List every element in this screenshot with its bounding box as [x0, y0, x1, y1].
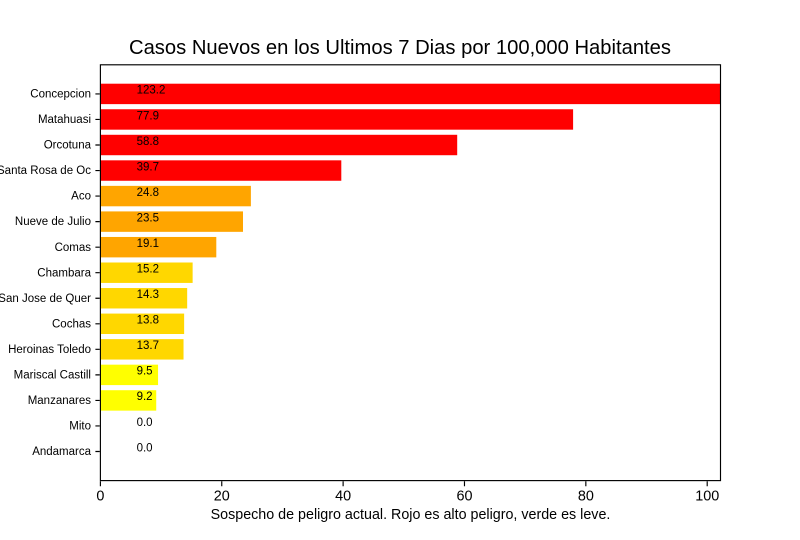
svg-text:Andamarca: Andamarca — [32, 446, 91, 458]
svg-text:39.7: 39.7 — [137, 161, 159, 173]
svg-text:9.5: 9.5 — [137, 366, 153, 378]
svg-text:Comas: Comas — [55, 242, 92, 254]
svg-text:Casos Nuevos en los Ultimos 7: Casos Nuevos en los Ultimos 7 Dias por 1… — [129, 37, 671, 59]
svg-text:Mariscal Castill: Mariscal Castill — [14, 369, 91, 381]
svg-text:Heroinas Toledo: Heroinas Toledo — [8, 344, 91, 356]
svg-text:Cochas: Cochas — [52, 318, 91, 330]
svg-text:Matahuasi: Matahuasi — [38, 114, 91, 126]
svg-text:Orcotuna: Orcotuna — [44, 140, 92, 152]
svg-text:24.8: 24.8 — [137, 187, 159, 199]
svg-text:Sospecho de peligro actual. Ro: Sospecho de peligro actual. Rojo es alto… — [211, 507, 611, 523]
svg-text:Chambara: Chambara — [37, 267, 91, 279]
svg-text:Santa Rosa de Oc: Santa Rosa de Oc — [0, 165, 91, 177]
svg-text:60: 60 — [456, 489, 472, 505]
svg-text:13.8: 13.8 — [137, 315, 159, 327]
svg-text:123.2: 123.2 — [137, 85, 166, 97]
svg-text:40: 40 — [335, 489, 351, 505]
svg-text:Concepcion: Concepcion — [30, 89, 91, 101]
svg-text:15.2: 15.2 — [137, 264, 159, 276]
svg-text:Mito: Mito — [69, 421, 91, 433]
svg-text:77.9: 77.9 — [137, 110, 159, 122]
svg-text:0: 0 — [96, 489, 104, 505]
svg-text:19.1: 19.1 — [137, 238, 159, 250]
svg-text:23.5: 23.5 — [137, 212, 159, 224]
svg-text:13.7: 13.7 — [137, 340, 159, 352]
svg-text:San Jose de Quer: San Jose de Quer — [0, 293, 91, 305]
svg-text:58.8: 58.8 — [137, 136, 159, 148]
svg-text:20: 20 — [214, 489, 230, 505]
svg-text:0.0: 0.0 — [137, 417, 153, 429]
svg-text:80: 80 — [578, 489, 594, 505]
svg-text:100: 100 — [695, 489, 719, 505]
svg-text:Nueve de Julio: Nueve de Julio — [15, 216, 91, 228]
svg-text:Manzanares: Manzanares — [28, 395, 92, 407]
svg-text:0.0: 0.0 — [137, 442, 153, 454]
svg-text:14.3: 14.3 — [137, 289, 159, 301]
svg-text:Aco: Aco — [71, 191, 91, 203]
svg-text:9.2: 9.2 — [137, 391, 153, 403]
